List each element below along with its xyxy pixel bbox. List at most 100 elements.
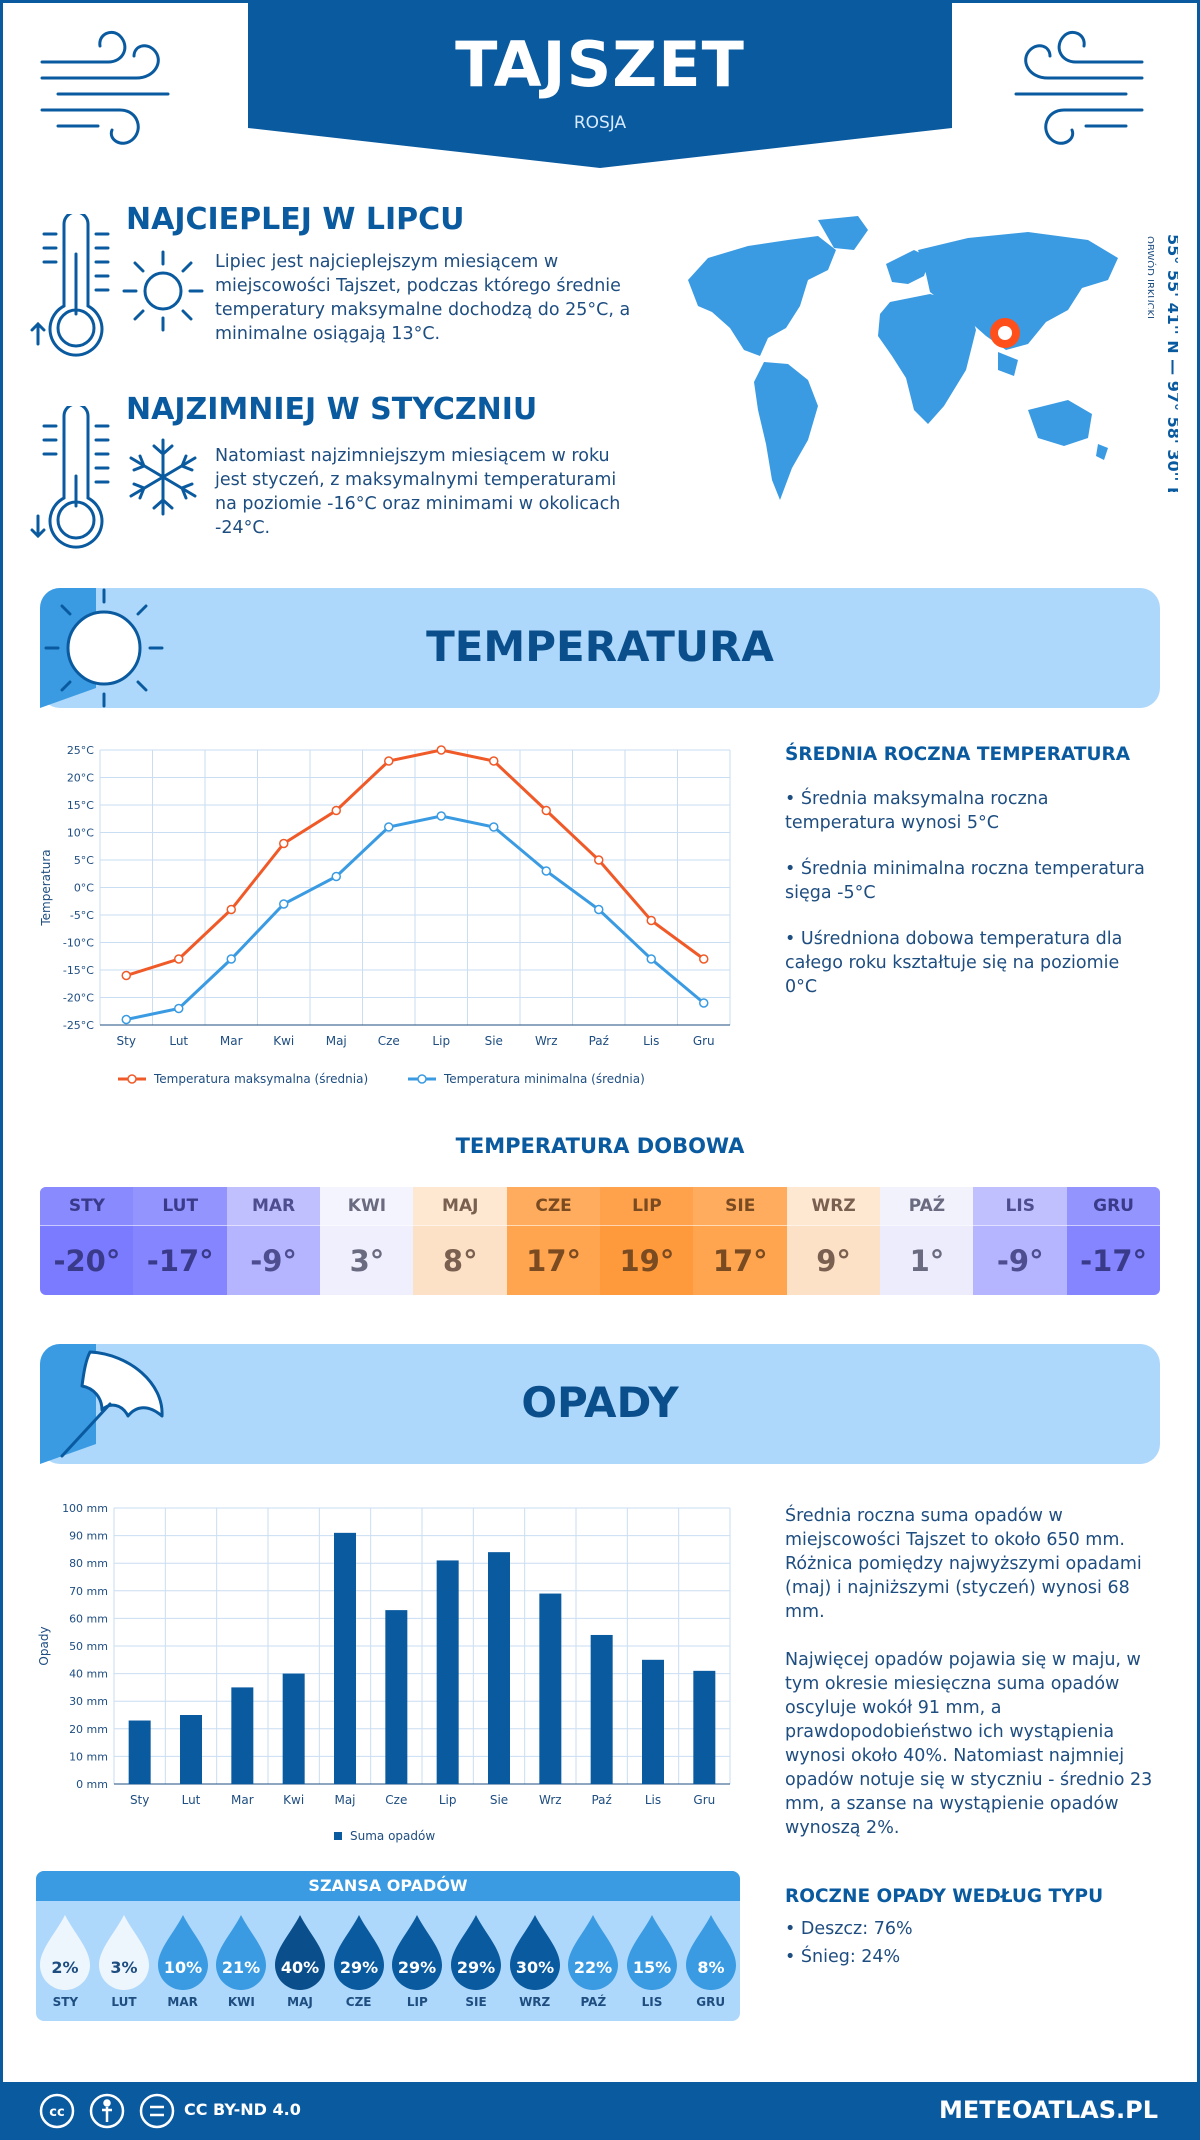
daily-temp-month: LIP [600, 1187, 694, 1225]
precipitation-chart: 100 mm 90 mm 80 mm 70 mm 60 mm 50 mm 40 mm 30 m… [37, 1502, 731, 1843]
drop-icon [685, 1915, 736, 1990]
y-tick-label: 20°C [67, 772, 94, 785]
precip-chance-item: 15% LIS [623, 1913, 681, 2009]
x-tick-label: Lip [439, 1793, 457, 1807]
y-tick-label: 50 mm [69, 1640, 108, 1653]
temperature-summary-title: ŚREDNIA ROCZNA TEMPERATURA [785, 744, 1131, 765]
precip-chance-item: 2% STY [36, 1913, 94, 2009]
precipitation-banner: OPADY [40, 1344, 1160, 1464]
daily-temp-month: PAŹ [880, 1187, 974, 1225]
x-tick-label: Paź [589, 1034, 609, 1048]
daily-temp-value: 9° [786, 1225, 881, 1295]
precip-chance-month: MAJ [287, 1995, 313, 2009]
footer: cc CC BY-ND 4.0 METEOATLAS.PL [0, 2082, 1200, 2140]
site-link[interactable]: METEOATLAS.PL [938, 2096, 1158, 2124]
precip-chance-item: 29% CZE [330, 1913, 388, 2009]
daily-temp-month: LUT [133, 1187, 228, 1225]
x-tick-label: Kwi [273, 1034, 294, 1048]
precip-chance-value: 22% [574, 1958, 612, 1977]
y-tick-label: 10°C [67, 827, 94, 840]
daily-temp-month: LIS [973, 1187, 1068, 1225]
temperature-title: TEMPERATURA [426, 622, 774, 671]
bar [436, 1560, 459, 1784]
daily-temp-value: 17° [506, 1225, 601, 1295]
precip-chance-month: LIS [641, 1995, 663, 2009]
x-tick-label: Cze [385, 1793, 407, 1807]
snowflake-icon [129, 438, 197, 516]
bar [539, 1593, 562, 1784]
y-tick-label: 60 mm [69, 1612, 108, 1625]
precip-chance-item: 30% WRZ [506, 1913, 564, 2009]
precip-chance-item: 22% PAŹ [564, 1913, 622, 2009]
data-point [331, 871, 341, 882]
daily-temp-cell: GRU -17° [1066, 1187, 1160, 1295]
world-map [688, 216, 1118, 500]
bar [642, 1659, 664, 1784]
daily-temp-cell: CZE 17° [506, 1187, 601, 1295]
coldest-text: Natomiast najzimniejszym miesiącem w rok… [215, 446, 621, 538]
region-text: OBWÓD IRKUCKI [1148, 236, 1157, 319]
x-tick-label: Lis [645, 1793, 661, 1807]
daily-temp-cell: LUT -17° [133, 1187, 228, 1295]
bar [231, 1687, 254, 1784]
daily-temp-month: MAR [226, 1187, 321, 1225]
drop-icon [40, 1915, 91, 1990]
bar [693, 1670, 716, 1784]
daily-temp-value: -9° [226, 1225, 321, 1295]
daily-temp-value: -20° [40, 1225, 134, 1295]
warmest-text: Lipiec jest najcieplejszym miesiącem w m… [215, 252, 631, 344]
data-point [541, 805, 551, 816]
y-tick-label: -10°C [63, 937, 94, 950]
daily-temp-month: CZE [506, 1187, 601, 1225]
drop-icon [568, 1915, 619, 1990]
y-tick-label: 0 mm [76, 1778, 108, 1791]
svg-text:cc: cc [49, 2105, 64, 2120]
drop-icon [157, 1915, 208, 1990]
data-point [489, 822, 499, 832]
data-point [436, 811, 446, 821]
series-line [125, 814, 705, 1021]
legend-marker [127, 1074, 137, 1084]
daily-temp-value: 3° [320, 1225, 414, 1295]
daily-temp-cell: LIS -9° [973, 1187, 1068, 1295]
daily-temp-value: -17° [1066, 1225, 1160, 1295]
sun-icon [122, 250, 204, 332]
bar [590, 1634, 613, 1784]
temperature-point: • Uśredniona dobowa temperatura dla całe… [785, 929, 1123, 997]
precip-chance-item: 29% LIP [388, 1913, 446, 2009]
umbrella-icon [40, 1344, 164, 1464]
data-point [174, 1003, 184, 1014]
x-tick-label: Kwi [283, 1793, 304, 1807]
x-tick-label: Maj [326, 1034, 347, 1048]
data-point [384, 756, 394, 766]
x-tick-label: Lis [643, 1034, 659, 1048]
header-ribbon [248, 0, 952, 168]
daily-temp-cell: WRZ 9° [786, 1187, 881, 1295]
precip-chance-month: GRU [696, 1995, 726, 2009]
precipitation-type-rain: • Deszcz: 76% [785, 1919, 913, 1939]
x-tick-label: Maj [334, 1793, 355, 1807]
precip-chance-value: 29% [457, 1958, 495, 1977]
thermometer-cold-icon [30, 406, 110, 549]
precip-chance-value: 8% [697, 1958, 724, 1977]
data-point [541, 866, 551, 876]
daily-temp-value: 1° [880, 1225, 974, 1295]
by-icon [89, 2093, 125, 2129]
y-tick-label: 80 mm [69, 1557, 108, 1570]
precipitation-type-title: ROCZNE OPADY WEDŁUG TYPU [785, 1886, 1104, 1907]
daily-temp-cell: KWI 3° [320, 1187, 414, 1295]
precipitation-text-1: Średnia roczna suma opadów w miejscowośc… [785, 1506, 1142, 1622]
y-tick-label: -20°C [63, 992, 94, 1005]
temperature-point: • Średnia minimalna roczna temperatura s… [785, 859, 1145, 903]
x-tick-label: Gru [693, 1034, 715, 1048]
bar [128, 1720, 151, 1784]
wind-icon [1014, 30, 1144, 145]
data-point [226, 904, 236, 915]
y-tick-label: 10 mm [69, 1750, 108, 1763]
y-tick-label: 30 mm [69, 1695, 108, 1708]
temperature-banner: TEMPERATURA [40, 588, 1160, 708]
precipitation-text-2: Najwięcej opadów pojawia się w maju, w t… [785, 1650, 1153, 1838]
x-tick-label: Lut [169, 1034, 188, 1048]
data-point [646, 954, 656, 964]
legend-label: Temperatura minimalna (średnia) [443, 1072, 645, 1086]
